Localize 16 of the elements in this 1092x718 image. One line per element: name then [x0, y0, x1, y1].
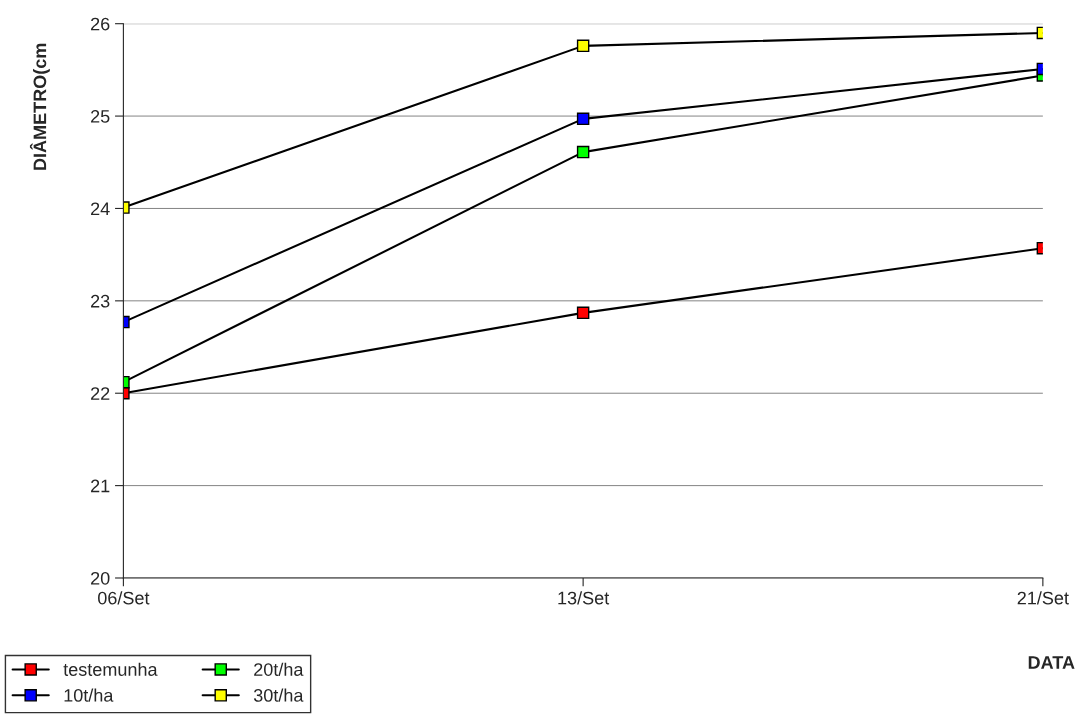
x-tick-label: 21/Set — [1017, 591, 1069, 605]
y-tick-label: 25 — [91, 110, 110, 123]
y-tick-label: 22 — [91, 387, 110, 400]
x-tick-label: 06/Set — [98, 591, 150, 605]
legend-label: 30t/ha — [253, 688, 304, 702]
y-axis-title: DIÂMETRO(cm — [29, 43, 50, 170]
legend-label: 20t/ha — [254, 662, 304, 676]
y-tick-label: 23 — [91, 294, 110, 308]
x-tick-label: 13/Set — [558, 591, 610, 605]
y-tick-label: 26 — [91, 17, 110, 31]
y-tick-label: 20 — [91, 571, 110, 585]
x-axis-title: DATA — [1028, 656, 1075, 669]
y-tick-label: 24 — [91, 202, 110, 215]
legend-label: 10t/ha — [64, 688, 114, 702]
legend-label: testemunha — [63, 662, 158, 676]
y-tick-label: 21 — [91, 479, 110, 493]
